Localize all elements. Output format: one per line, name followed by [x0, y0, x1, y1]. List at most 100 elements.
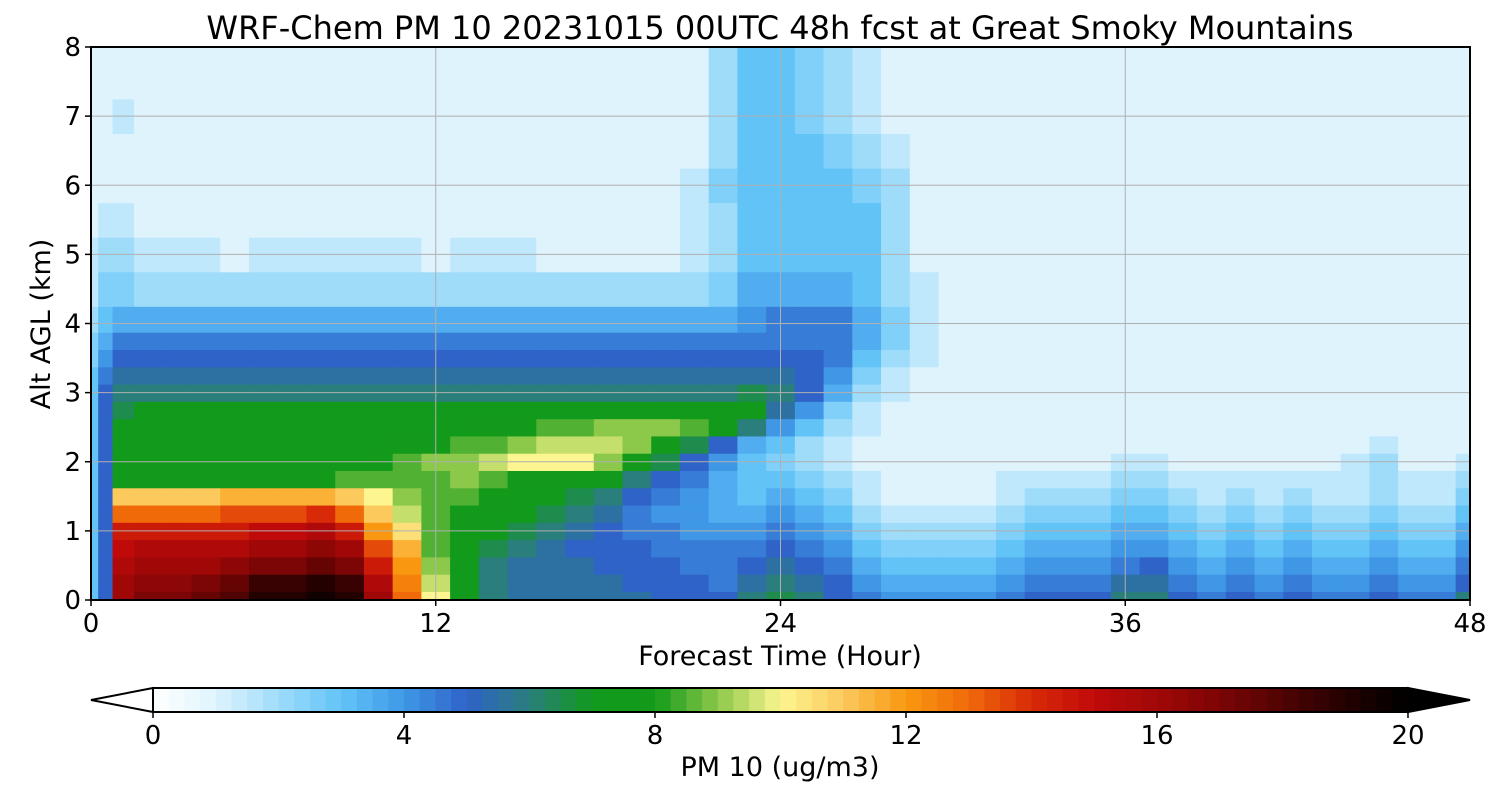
heatmap-cell — [507, 401, 537, 420]
heatmap-cell — [1426, 64, 1457, 100]
heatmap-cell — [823, 332, 853, 351]
heatmap-cell — [392, 487, 422, 506]
colorbar-swatch — [686, 688, 703, 712]
heatmap-cell — [1082, 401, 1112, 420]
heatmap-cell — [593, 504, 624, 523]
heatmap-cell — [651, 487, 681, 506]
heatmap-cell — [938, 574, 968, 592]
heatmap-cell — [909, 47, 940, 65]
y-axis-label: Alt AGL (km) — [26, 239, 57, 410]
heatmap-cell — [536, 271, 566, 307]
heatmap-cell — [91, 401, 99, 420]
heatmap-cell — [1283, 401, 1313, 420]
heatmap-cell — [995, 202, 1026, 238]
heatmap-cell — [708, 539, 739, 558]
heatmap-cell — [909, 574, 940, 592]
colorbar-swatch — [953, 688, 970, 712]
heatmap-cell — [1254, 470, 1284, 489]
heatmap-cell — [737, 47, 767, 65]
heatmap-cell — [1398, 435, 1428, 454]
heatmap-cell — [852, 349, 882, 368]
heatmap-cell — [1168, 556, 1198, 575]
heatmap-cell — [737, 271, 767, 307]
heatmap-cell — [98, 435, 114, 454]
heatmap-cell — [708, 504, 739, 523]
heatmap-cell — [967, 306, 997, 333]
heatmap-cell — [98, 271, 114, 307]
heatmap-cell — [1283, 47, 1313, 65]
heatmap-cell — [1311, 349, 1342, 368]
heatmap-cell — [450, 349, 480, 368]
heatmap-cell — [249, 202, 279, 238]
heatmap-cell — [536, 591, 566, 601]
colorbar-swatch — [309, 688, 327, 712]
y-tick-label: 2 — [64, 448, 81, 478]
heatmap-cell — [249, 64, 279, 100]
heatmap-cell — [536, 202, 566, 238]
heatmap-cell — [392, 202, 422, 238]
heatmap-cell — [450, 47, 480, 65]
heatmap-cell — [162, 504, 193, 523]
heatmap-cell — [1283, 574, 1313, 592]
heatmap-cell — [1168, 349, 1198, 368]
heatmap-cell — [249, 574, 279, 592]
heatmap-cell — [708, 591, 739, 601]
heatmap-cell — [881, 487, 911, 506]
heatmap-cell — [162, 366, 193, 385]
heatmap-cell — [191, 574, 221, 592]
heatmap-cell — [162, 64, 193, 100]
heatmap-cell — [909, 332, 940, 351]
heatmap-cell — [737, 306, 767, 333]
heatmap-cell — [1225, 133, 1256, 169]
heatmap-cell — [565, 202, 595, 238]
heatmap-cell — [1225, 435, 1256, 454]
heatmap-cell — [91, 332, 99, 351]
heatmap-cell — [1082, 332, 1112, 351]
heatmap-cell — [593, 366, 624, 385]
heatmap-cell — [335, 202, 365, 238]
heatmap-cell — [823, 47, 853, 65]
heatmap-cell — [1168, 47, 1198, 65]
heatmap-cell — [1369, 487, 1399, 506]
heatmap-cell — [112, 133, 135, 169]
heatmap-cell — [852, 487, 882, 506]
heatmap-cell — [1283, 64, 1313, 100]
heatmap-cell — [679, 64, 710, 100]
heatmap-cell — [507, 539, 537, 558]
heatmap-cell — [478, 306, 509, 333]
heatmap-cell — [507, 470, 537, 489]
heatmap-cell — [220, 133, 250, 169]
heatmap-cell — [306, 133, 336, 169]
heatmap-cell — [392, 306, 422, 333]
heatmap-cell — [1398, 202, 1428, 238]
heatmap-cell — [1197, 470, 1227, 489]
heatmap-cell — [1340, 435, 1371, 454]
heatmap-cell — [1369, 306, 1399, 333]
heatmap-cell — [881, 504, 911, 523]
heatmap-cell — [1340, 332, 1371, 351]
heatmap-cell — [995, 271, 1026, 307]
heatmap-cell — [277, 487, 308, 506]
heatmap-cell — [708, 47, 739, 65]
heatmap-cell — [392, 470, 422, 489]
heatmap-cell — [737, 332, 767, 351]
heatmap-cell — [593, 591, 624, 601]
heatmap-cell — [967, 504, 997, 523]
heatmap-cell — [91, 539, 99, 558]
heatmap-cell — [478, 470, 509, 489]
heatmap-cell — [852, 556, 882, 575]
heatmap-cell — [1340, 202, 1371, 238]
heatmap-cell — [622, 366, 652, 385]
heatmap-cell — [938, 401, 968, 420]
heatmap-cell — [881, 401, 911, 420]
heatmap-cell — [112, 306, 135, 333]
colorbar-swatch — [466, 688, 483, 712]
heatmap-cell — [91, 64, 99, 100]
heatmap-cell — [1455, 435, 1471, 454]
heatmap-cell — [306, 349, 336, 368]
heatmap-cell — [1340, 591, 1371, 601]
heatmap-cell — [708, 487, 739, 506]
heatmap-cell — [134, 47, 164, 65]
heatmap-cell — [1197, 332, 1227, 351]
heatmap-cell — [335, 591, 365, 601]
